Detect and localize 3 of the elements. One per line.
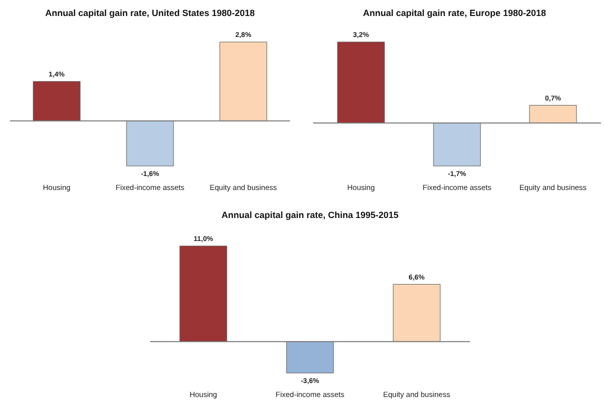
chart-title: Annual capital gain rate, China 1995-2015 [221,210,399,220]
chart-title: Annual capital gain rate, United States 1980-2018 [45,8,255,18]
chart-title: Annual capital gain rate, Europe 1980-2018 [362,8,546,18]
